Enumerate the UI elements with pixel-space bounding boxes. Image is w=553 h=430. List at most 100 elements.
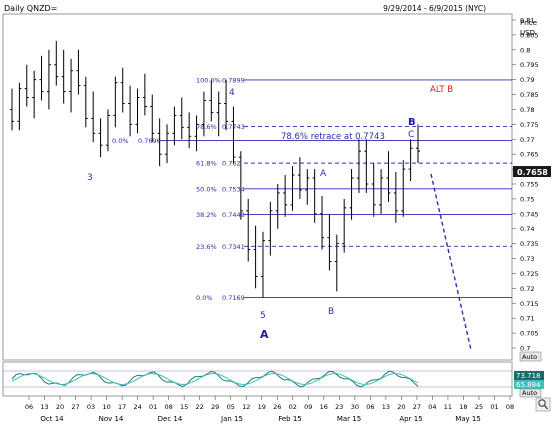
ohlc-bar xyxy=(320,195,325,250)
last-price-value: 0.7658 xyxy=(517,168,548,177)
date-tick-label: 08 xyxy=(506,403,514,411)
date-tick-label: 09 xyxy=(304,403,312,411)
price-tick-label: 0.735 xyxy=(520,240,539,248)
ohlc-bar xyxy=(268,201,273,256)
price-auto-button-bg[interactable] xyxy=(519,351,542,362)
zoom-icon-lens xyxy=(538,399,546,407)
fib-pct-label: 100.0% xyxy=(196,76,221,84)
fib-price-label: 0.7341 xyxy=(222,243,245,251)
ohlc-bar xyxy=(356,139,361,193)
date-tick-label: 05 xyxy=(227,403,235,411)
wave-a-small-label: A xyxy=(320,169,327,179)
price-bars xyxy=(10,40,420,298)
ohlc-bar xyxy=(379,169,384,214)
ohlc-bar xyxy=(260,231,265,298)
date-axis: 06 13 20 27 03 10 17 24 01 08 15 22 29 05 12 19 26 02 09 16… xyxy=(25,396,514,423)
date-tick-label: 24 xyxy=(133,403,141,411)
stochastic-fast-line xyxy=(11,370,419,388)
wave-3-label: 3 xyxy=(87,173,93,183)
ohlc-bar xyxy=(349,169,354,220)
fib-price-label: 0.7899 xyxy=(222,76,245,84)
date-tick-label: 13 xyxy=(382,403,390,411)
month-label: Oct 14 xyxy=(40,415,64,423)
ohlc-bar xyxy=(246,198,251,262)
fib-price-label: 0.762 xyxy=(222,160,241,168)
price-tick-label: 0.765 xyxy=(520,151,539,159)
date-range: 9/29/2014 - 6/9/2015 (NYC) xyxy=(383,4,486,13)
main-plot-frame xyxy=(2,13,513,361)
price-tick-label: 0.81 xyxy=(520,17,534,25)
ohlc-bar xyxy=(32,70,37,119)
price-tick-label: 0.71 xyxy=(520,315,534,323)
fib-pct-label: 61.8% xyxy=(196,160,217,168)
stoch-value2-box xyxy=(514,380,544,389)
ohlc-bar xyxy=(327,213,332,271)
ohlc-bar xyxy=(253,225,258,289)
stoch-auto-button[interactable]: Auto xyxy=(519,388,542,398)
fib-price-label: 0.7169 xyxy=(222,294,245,302)
ohlc-bar xyxy=(290,166,295,211)
date-tick-label: 25 xyxy=(475,403,483,411)
fib-pct-label: 23.6% xyxy=(196,243,217,251)
ohlc-bar xyxy=(401,160,406,217)
stochastic-slow-line xyxy=(11,372,419,386)
fib-price-label: 0.7448 xyxy=(222,211,245,219)
price-tick-label: 0.8 xyxy=(520,46,530,54)
ohlc-bar xyxy=(69,58,74,113)
ohlc-bar xyxy=(364,139,369,193)
ohlc-bar xyxy=(165,124,170,164)
wave-4-label: 4 xyxy=(229,88,235,98)
stoch-value2: 65.884 xyxy=(516,381,541,389)
ohlc-bar xyxy=(275,184,280,229)
ohlc-bar xyxy=(142,73,147,116)
stoch-auto-button-bg[interactable] xyxy=(519,388,542,398)
fibonacci-levels: 100.0%0.789978.6%0.774361.8%0.76250.0%0.… xyxy=(112,76,512,302)
ohlc-bar xyxy=(179,97,184,140)
fib-pct-label: 78.6% xyxy=(196,123,217,131)
price-tick-label: 0.79 xyxy=(520,76,534,84)
zoom-icon[interactable] xyxy=(535,397,551,412)
fib-extra-pct-label: 0.0% xyxy=(112,137,129,145)
price-tick-label: 0.785 xyxy=(520,91,539,99)
price-tick-label: 0.73 xyxy=(520,255,534,263)
projection-line xyxy=(430,173,472,351)
ohlc-bar xyxy=(408,139,413,182)
wave-5-label: 5 xyxy=(260,311,266,321)
ohlc-bar xyxy=(135,88,140,134)
date-tick-label: 27 xyxy=(413,403,421,411)
month-label: Nov 14 xyxy=(99,415,124,423)
price-tick-label: 0.775 xyxy=(520,121,539,129)
ohlc-bar xyxy=(39,55,44,101)
ohlc-bar xyxy=(113,76,118,128)
wave-b-small-label: B xyxy=(328,307,334,317)
price-tick-label: 0.805 xyxy=(520,31,539,39)
chart-title: Daily QNZD= xyxy=(4,4,57,13)
price-axis-title: Price xyxy=(520,19,537,27)
ohlc-bar xyxy=(224,79,229,131)
date-tick-label: 02 xyxy=(289,403,297,411)
date-tick-label: 18 xyxy=(459,403,467,411)
ohlc-bar xyxy=(128,85,133,137)
ohlc-bar xyxy=(120,67,125,113)
date-tick-label: 30 xyxy=(351,403,359,411)
date-tick-label: 27 xyxy=(71,403,79,411)
price-tick-label: 0.715 xyxy=(520,300,539,308)
price-auto-label: Auto xyxy=(522,353,537,361)
fib-pct-label: 50.0% xyxy=(196,185,217,193)
ohlc-bar xyxy=(371,163,376,217)
date-tick-label: 17 xyxy=(118,403,126,411)
price-tick-label: 0.74 xyxy=(520,225,534,233)
price-auto-button[interactable]: Auto xyxy=(519,351,542,362)
ohlc-bar xyxy=(91,91,96,143)
date-tick-label: 06 xyxy=(366,403,374,411)
fib-pct-label: 0.0% xyxy=(196,294,213,302)
wave-a-bold-label: A xyxy=(260,328,269,341)
last-price-box xyxy=(513,166,551,177)
ohlc-bar xyxy=(305,169,310,205)
month-label: Jan 15 xyxy=(220,415,243,423)
ohlc-bar xyxy=(283,175,288,217)
ohlc-bar xyxy=(54,40,59,86)
month-label: Apr 15 xyxy=(399,415,422,423)
